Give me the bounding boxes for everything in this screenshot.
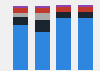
Bar — [56, 5, 71, 7]
Bar — [35, 32, 50, 70]
Bar — [35, 13, 50, 20]
Bar — [56, 18, 71, 70]
Bar — [35, 20, 50, 32]
Bar — [56, 12, 71, 18]
Bar — [13, 6, 28, 8]
Bar — [56, 7, 71, 12]
Bar — [13, 17, 28, 25]
Bar — [78, 12, 93, 18]
Bar — [13, 25, 28, 70]
Bar — [78, 18, 93, 70]
Bar — [35, 8, 50, 13]
Bar — [78, 5, 93, 7]
Bar — [78, 7, 93, 12]
Bar — [35, 6, 50, 8]
Bar — [13, 8, 28, 13]
Bar — [13, 13, 28, 17]
